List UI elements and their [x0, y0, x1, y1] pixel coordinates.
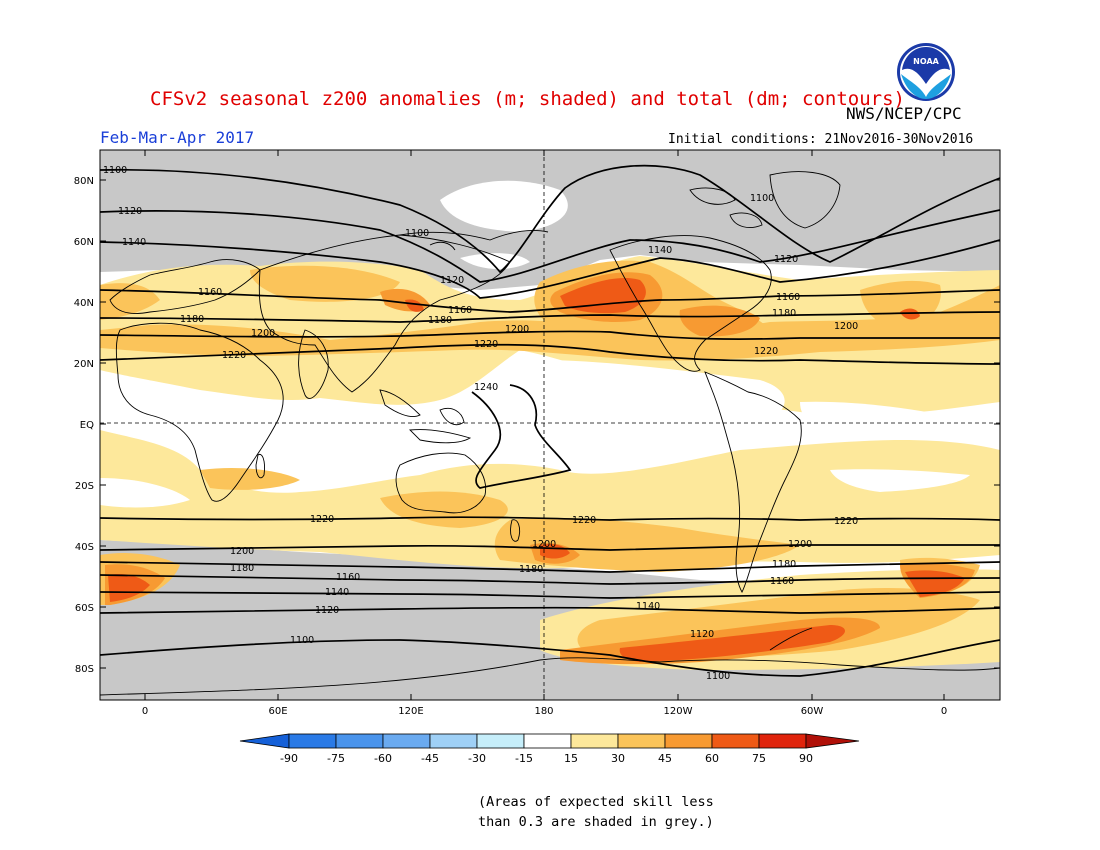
contour-label: 1200 [834, 321, 858, 332]
contour-label: 1160 [770, 576, 794, 587]
contour-label: 1120 [690, 629, 714, 640]
contour-label: 1200 [251, 328, 275, 339]
lon-label-0: 0 [142, 706, 148, 717]
colorbar-swatch [570, 733, 619, 749]
colorbar-label: 90 [799, 752, 813, 765]
colorbar-swatch [758, 733, 807, 749]
colorbar-swatch [617, 733, 666, 749]
contour-label: 1100 [103, 165, 127, 176]
colorbar-label: -30 [468, 752, 486, 765]
agency-label: NWS/NCEP/CPC [846, 104, 962, 123]
noaa-logo: NOAA [897, 43, 955, 101]
lat-label-60n: 60N [74, 237, 94, 248]
contour-label: 1200 [230, 546, 254, 557]
contour-label: 1100 [405, 228, 429, 239]
skill-footnote-line: than 0.3 are shaded in grey.) [478, 814, 714, 830]
lon-label-120e: 120E [398, 706, 423, 717]
lon-label-60e: 60E [268, 706, 287, 717]
colorbar-label: -60 [374, 752, 392, 765]
contour-label: 1160 [448, 305, 472, 316]
skill-footnote: (Areas of expected skill less than 0.3 a… [478, 792, 714, 832]
contour-label-group: 1100 1100 1100 1100 1100 1120 1120 1120 … [103, 165, 858, 682]
colorbar-swatch [711, 733, 760, 749]
contour-label: 1220 [754, 346, 778, 357]
colorbar-label: 30 [611, 752, 625, 765]
noaa-logo-text: NOAA [913, 57, 939, 66]
lat-label-60s: 60S [75, 603, 94, 614]
lat-label-eq: EQ [80, 420, 94, 431]
map-frame [99, 149, 1001, 701]
lat-label-80s: 80S [75, 664, 94, 675]
colorbar-label: -75 [327, 752, 345, 765]
contour-label: 1100 [706, 671, 730, 682]
contour-label: 1220 [310, 514, 334, 525]
colorbar-swatch [476, 733, 525, 749]
lat-label-20n: 20N [74, 359, 94, 370]
skill-footnote-line: (Areas of expected skill less [478, 794, 714, 810]
lon-label-60w: 60W [801, 706, 824, 717]
contour-label: 1180 [772, 308, 796, 319]
colorbar-swatch [288, 733, 337, 749]
colorbar-label: -90 [280, 752, 298, 765]
lat-label-40n: 40N [74, 298, 94, 309]
colorbar-swatch [523, 733, 572, 749]
axis-ticks [100, 150, 1000, 700]
colorbar-label: 75 [752, 752, 766, 765]
colorbar-high-arrow [805, 733, 860, 749]
contour-label: 1200 [788, 539, 812, 550]
contour-label: 1220 [222, 350, 246, 361]
colorbar-label: 45 [658, 752, 672, 765]
colorbar-label: -15 [515, 752, 533, 765]
contour-label: 1180 [519, 564, 543, 575]
longitude-labels: 0 60E 120E 180 120W 60W 0 [142, 706, 947, 717]
colorbar-swatch [382, 733, 431, 749]
contour-label: 1220 [834, 516, 858, 527]
colorbar-label: 15 [564, 752, 578, 765]
contour-label: 1200 [505, 324, 529, 335]
lat-label-20s: 20S [75, 481, 94, 492]
lat-label-40s: 40S [75, 542, 94, 553]
contour-label: 1140 [325, 587, 349, 598]
map-plot-area: 1100 1100 1100 1100 1100 1120 1120 1120 … [100, 150, 1000, 700]
colorbar-swatch [429, 733, 478, 749]
lat-label-80n: 80N [74, 176, 94, 187]
colorbar-swatch [664, 733, 713, 749]
colorbar-label: 60 [705, 752, 719, 765]
contour-label: 1140 [122, 237, 146, 248]
contour-label: 1160 [336, 572, 360, 583]
contour-label: 1140 [648, 245, 672, 256]
contour-label: 1120 [440, 275, 464, 286]
forecast-period: Feb-Mar-Apr 2017 [100, 128, 255, 147]
colorbar-low-arrow [239, 733, 290, 749]
contour-label: 1120 [774, 254, 798, 265]
colorbar-swatch [335, 733, 384, 749]
contour-label: 1120 [118, 206, 142, 217]
height-contours [100, 164, 1000, 677]
contour-label: 1140 [636, 601, 660, 612]
contour-label: 1180 [230, 563, 254, 574]
anomaly-60-75 [108, 277, 965, 662]
initial-conditions: Initial conditions: 21Nov2016-30Nov2016 [668, 132, 974, 147]
lon-label-120w: 120W [664, 706, 693, 717]
chart-title: CFSv2 seasonal z200 anomalies (m; shaded… [150, 88, 905, 110]
contour-label: 1220 [572, 515, 596, 526]
lon-label-0-east: 0 [941, 706, 947, 717]
contour-label: 1120 [315, 605, 339, 616]
contour-label: 1200 [532, 539, 556, 550]
contour-label: 1160 [776, 292, 800, 303]
latitude-labels: 80N 60N 40N 20N EQ 20S 40S 60S 80S [74, 176, 94, 675]
contour-label: 1100 [290, 635, 314, 646]
lon-label-180: 180 [534, 706, 553, 717]
contour-label: 1100 [750, 193, 774, 204]
contour-label: 1180 [180, 314, 204, 325]
contour-label: 1160 [198, 287, 222, 298]
contour-label: 1220 [474, 339, 498, 350]
contour-label: 1240 [474, 382, 498, 393]
contour-label: 1180 [428, 315, 452, 326]
colorbar: -90 -75 -60 -45 -30 -15 15 30 45 60 75 9… [239, 733, 860, 765]
contour-label: 1180 [772, 559, 796, 570]
colorbar-label: -45 [421, 752, 439, 765]
